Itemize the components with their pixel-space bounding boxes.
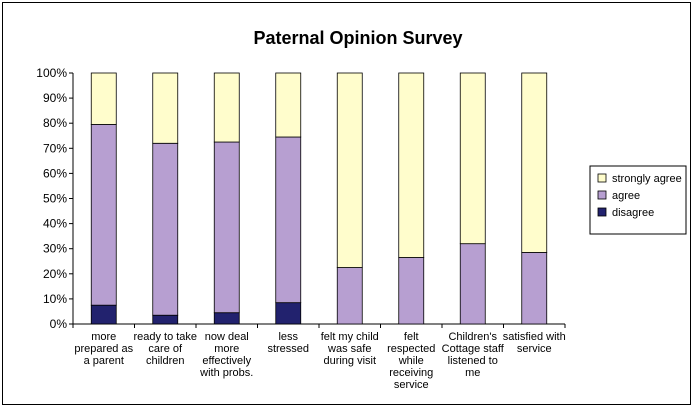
x-category-label: more prepared as a parent (74, 331, 133, 367)
bar-agree (398, 257, 425, 325)
bar-agree (459, 243, 486, 325)
chart-title: Paternal Opinion Survey (253, 28, 462, 48)
legend-label: strongly agree (612, 173, 682, 185)
legend-label: agree (612, 190, 640, 202)
bars (90, 72, 548, 325)
bar-agree (336, 267, 363, 325)
legend-label: disagree (612, 207, 654, 219)
y-tick-label: 100% (36, 66, 67, 80)
bar-strongly-agree (521, 72, 548, 253)
bar-disagree (152, 314, 179, 325)
y-tick-label: 40% (43, 217, 67, 231)
x-category-label: less stressed (267, 331, 309, 355)
bar-strongly-agree (152, 72, 179, 144)
legend-swatch (597, 190, 607, 200)
y-tick-label: 30% (43, 242, 67, 256)
bar-disagree (213, 312, 240, 325)
bar-strongly-agree (398, 72, 425, 258)
bar-disagree (275, 302, 302, 325)
y-tick-label: 20% (43, 267, 67, 281)
x-category-label: satisfied with service (503, 331, 566, 355)
chart-frame (2, 2, 691, 405)
y-tick-label: 90% (43, 91, 67, 105)
y-tick-label: 70% (43, 141, 67, 155)
bar-strongly-agree (336, 72, 363, 268)
x-category-label: ready to take care of children (133, 331, 197, 367)
y-axis: 0% 10% 20% 30% 40% 50% 60% 70% 80% 90% 100% (36, 66, 74, 331)
x-category-label: Children's Cottage staff listened to me (442, 331, 505, 379)
y-tick-label: 60% (43, 166, 67, 180)
legend-swatch (597, 207, 607, 217)
bar-strongly-agree (459, 72, 486, 245)
bar-agree (275, 136, 302, 304)
legend: strongly agree agree disagree (589, 165, 687, 235)
bar-agree (213, 141, 240, 314)
bar-strongly-agree (275, 72, 302, 138)
y-tick-label: 0% (50, 317, 68, 331)
bar-agree (521, 252, 548, 325)
legend-swatch (597, 173, 607, 183)
x-category-label: felt respected while receiving service (387, 331, 435, 391)
bar-agree (152, 142, 179, 316)
x-category-label: felt my child was safe during visit (321, 331, 379, 367)
bar-strongly-agree (213, 72, 240, 143)
y-tick-label: 80% (43, 116, 67, 130)
x-category-label: now deal more effectively with probs. (199, 331, 253, 379)
bar-strongly-agree (90, 72, 117, 125)
y-tick-label: 50% (43, 192, 67, 206)
x-axis (72, 323, 566, 328)
bar-disagree (90, 304, 117, 325)
y-tick-label: 10% (43, 292, 67, 306)
bar-agree (90, 124, 117, 306)
